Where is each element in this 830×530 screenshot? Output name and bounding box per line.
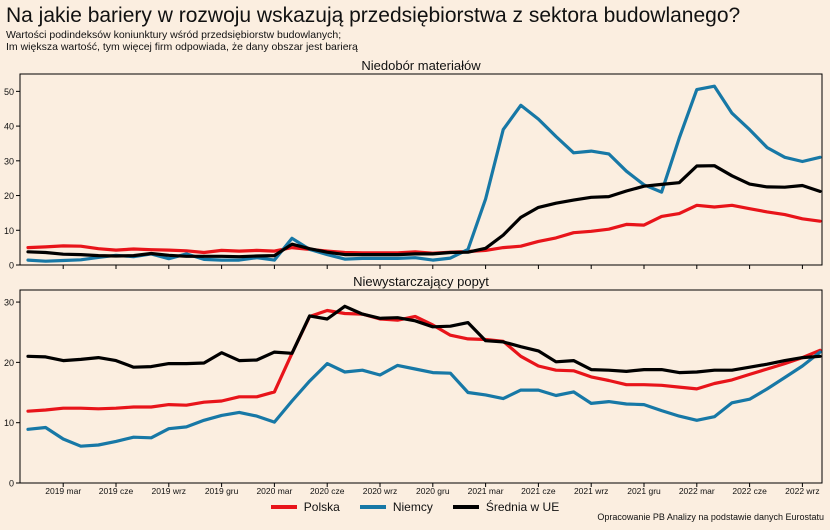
y-tick-label: 30 (4, 298, 14, 308)
plot-frame-0 (19, 73, 823, 266)
legend-swatch-polska (270, 505, 297, 509)
x-tick-label: 2020 mar (256, 486, 292, 496)
legend-label-niemcy: Niemcy (392, 500, 433, 514)
x-tick-label: 2022 mar (679, 486, 715, 496)
legend-swatch-niemcy (359, 505, 386, 509)
panel-title-demand: Niewystarczający popyt (353, 274, 489, 289)
x-tick-label: 2020 gru (416, 486, 450, 496)
series-line-niemcy-panel-0 (26, 84, 822, 263)
y-tick-label: 10 (4, 226, 14, 236)
x-tick-label: 2019 cze (99, 486, 134, 496)
y-tick-label: 20 (4, 358, 14, 368)
x-tick-label: 2022 wrz (785, 486, 820, 496)
y-tick-label: 0 (9, 479, 14, 489)
source-note: Opracowanie PB Analizy na podstawie dany… (597, 512, 824, 522)
legend: Polska Niemcy Średnia w UE (0, 500, 830, 514)
y-tick-label: 50 (4, 87, 14, 97)
chart-title: Na jakie bariery w rozwoju wskazują prze… (6, 4, 741, 27)
legend-item-ue: Średnia w UE (452, 500, 560, 514)
x-tick-label: 2020 wrz (363, 486, 398, 496)
x-tick-label: 2021 mar (468, 486, 504, 496)
x-tick-label: 2020 cze (310, 486, 345, 496)
chart-subtitle-line1: Wartości podindeksów koniunktury wśród p… (6, 29, 342, 41)
series-line-ue-panel-1 (26, 304, 822, 375)
series-line-polska-panel-0 (26, 203, 822, 255)
x-tick-label: 2019 wrz (152, 486, 187, 496)
y-tick-label: 30 (4, 156, 14, 166)
series-line-ue-panel-0 (26, 164, 822, 259)
y-tick-label: 10 (4, 418, 14, 428)
series-line-niemcy-panel-1 (26, 350, 822, 448)
legend-item-polska: Polska (270, 500, 340, 514)
y-tick-label: 40 (4, 122, 14, 132)
x-tick-label: 2022 cze (732, 486, 767, 496)
x-tick-label: 2019 mar (45, 486, 81, 496)
legend-label-ue: Średnia w UE (485, 500, 560, 514)
y-tick-label: 0 (9, 261, 14, 271)
x-tick-label: 2019 gru (205, 486, 239, 496)
x-tick-label: 2021 gru (627, 486, 661, 496)
panel-title-materials: Niedobór materiałów (361, 58, 481, 73)
series-line-polska-panel-1 (26, 308, 822, 413)
y-tick-label: 20 (4, 191, 14, 201)
x-tick-label: 2021 wrz (574, 486, 609, 496)
x-tick-label: 2021 cze (521, 486, 556, 496)
legend-swatch-ue (452, 505, 479, 509)
legend-item-niemcy: Niemcy (359, 500, 433, 514)
plot-frame-1 (19, 289, 823, 484)
chart-subtitle-line2: Im większa wartość, tym więcej firm odpo… (6, 41, 358, 53)
legend-label-polska: Polska (303, 500, 340, 514)
